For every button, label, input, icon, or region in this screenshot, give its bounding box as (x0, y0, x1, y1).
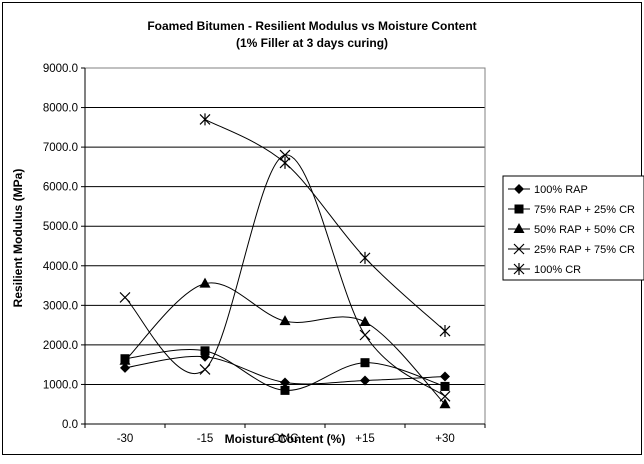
series-line (204, 118, 446, 332)
legend-label: 50% RAP + 50% CR (534, 224, 635, 236)
legend-label: 25% RAP + 75% CR (534, 244, 635, 256)
data-point (440, 381, 450, 391)
data-point (359, 251, 371, 264)
legend: 100% RAP 75% RAP + 25% CR 50% RAP + 50% CR… (508, 184, 635, 276)
data-point (439, 390, 451, 402)
y-tick-label: 4000.0 (43, 261, 78, 273)
data-point (359, 329, 371, 341)
y-tick-label: 3000.0 (43, 300, 78, 312)
series-1 (120, 351, 450, 388)
data-point (119, 354, 131, 365)
x-tick-label: -15 (197, 433, 214, 445)
x-tick-label: +30 (435, 433, 455, 445)
x-tick-label: +15 (355, 433, 375, 445)
x-tick-label: OMC (272, 433, 299, 445)
legend-box (502, 175, 644, 281)
x-tick-label: -30 (117, 433, 134, 445)
legend-item: 25% RAP + 75% CR (508, 243, 635, 256)
legend-item: 50% RAP + 50% CR (508, 223, 635, 236)
data-point (513, 263, 525, 275)
data-point (120, 362, 130, 373)
y-tick-label: 7000.0 (43, 142, 78, 154)
series-3 (119, 277, 451, 409)
data-point (359, 315, 371, 326)
y-axis-title: Resilient Modulus (MPa) (11, 169, 25, 308)
gridlines (85, 107, 485, 385)
legend-item: 100% CR (508, 263, 581, 276)
data-point (200, 346, 210, 356)
series-layer (119, 113, 451, 409)
data-point (279, 149, 291, 161)
series-4 (119, 149, 451, 402)
data-point (199, 363, 211, 375)
data-point (439, 398, 451, 409)
data-point (513, 243, 525, 255)
axes: 0.0 1000.0 2000.0 3000.0 4000.0 5000.0 6000.0 7… (43, 63, 486, 445)
data-point (514, 184, 524, 194)
data-point (360, 375, 370, 386)
series-line (124, 154, 446, 397)
legend-label: 100% RAP (534, 184, 588, 196)
y-tick-label: 6000.0 (43, 182, 78, 194)
data-point (279, 156, 291, 169)
data-point (199, 277, 211, 288)
data-point (439, 325, 451, 338)
y-tick-label: 8000.0 (43, 103, 78, 115)
data-point (514, 204, 524, 214)
data-point (119, 291, 131, 303)
y-tick-label: 0.0 (62, 419, 78, 431)
chart-title: Foamed Bitumen - Resilient Modulus vs Mo… (147, 19, 476, 33)
y-tick-label: 2000.0 (43, 340, 78, 352)
x-axis-title: Moisture Content (%) (225, 432, 346, 446)
series-5 (199, 113, 451, 338)
data-point (440, 371, 450, 382)
legend-label: 75% RAP + 25% CR (534, 204, 635, 216)
data-point (513, 223, 525, 233)
data-point (199, 113, 211, 126)
legend-item: 75% RAP + 25% CR (508, 204, 635, 216)
legend-item: 100% RAP (508, 184, 588, 196)
data-point (279, 315, 291, 326)
y-tick-label: 1000.0 (43, 379, 78, 391)
y-tick-label: 9000.0 (43, 63, 78, 75)
y-tick-label: 5000.0 (43, 221, 78, 233)
legend-label: 100% CR (534, 264, 581, 276)
chart-subtitle: (1% Filler at 3 days curing) (236, 36, 388, 50)
data-point (280, 385, 290, 395)
data-point (360, 358, 370, 368)
data-point (280, 377, 290, 388)
